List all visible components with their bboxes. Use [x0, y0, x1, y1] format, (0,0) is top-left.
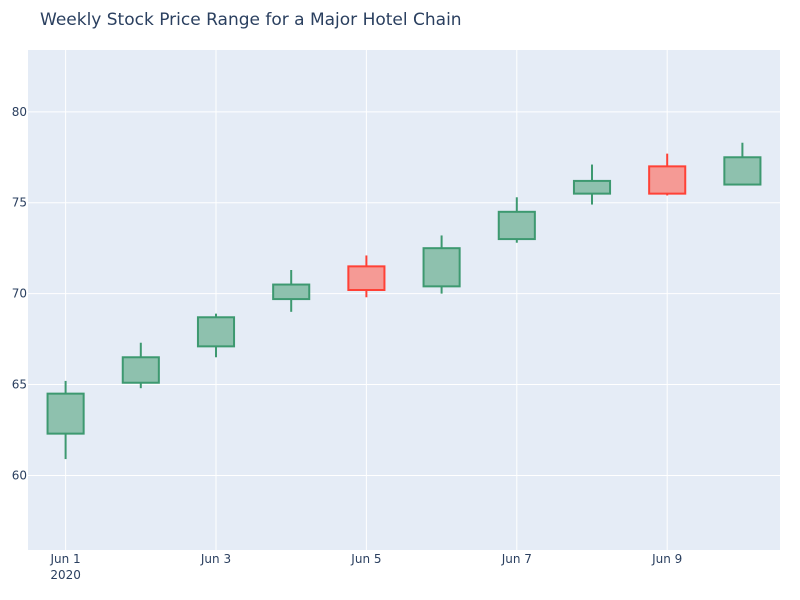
candle-body-increasing — [497, 210, 536, 241]
candle — [46, 380, 85, 460]
candle — [723, 142, 762, 186]
candle — [272, 270, 311, 312]
plot-area — [28, 50, 780, 550]
candle-body-decreasing — [648, 165, 687, 195]
x-tick-label: Jun 9 — [651, 552, 682, 566]
candle-body-decreasing — [347, 265, 386, 292]
candle — [196, 313, 236, 358]
candle — [347, 255, 386, 298]
y-tick-label: 60 — [12, 468, 27, 482]
y-tick-label: 80 — [12, 105, 27, 119]
candles — [46, 142, 762, 460]
candle-body-increasing — [723, 156, 762, 186]
candle-body-increasing — [46, 392, 85, 435]
x-tick-label: Jun 3 — [200, 552, 231, 566]
candle-body-increasing — [121, 356, 160, 384]
candle — [648, 153, 687, 196]
y-tick-label: 65 — [12, 378, 27, 392]
axes: 60 65 70 75 80 Jun 1 2020 Jun 3 Jun 5 Jun 7 Jun 9 — [12, 105, 683, 582]
x-tick-label: Jun 7 — [501, 552, 532, 566]
candle — [572, 164, 612, 205]
candle — [121, 342, 160, 389]
candle — [422, 235, 461, 294]
candle-body-increasing — [572, 179, 612, 195]
x-tick-label: Jun 1 — [49, 552, 80, 566]
candle-body-increasing — [422, 247, 461, 288]
grid — [28, 50, 780, 550]
y-tick-label: 70 — [12, 287, 27, 301]
x-tick-label: Jun 5 — [350, 552, 381, 566]
x-year-label: 2020 — [50, 568, 81, 582]
y-tick-label: 75 — [12, 196, 27, 210]
chart-title: Weekly Stock Price Range for a Major Hot… — [40, 10, 462, 30]
candle — [497, 197, 536, 243]
candle-body-increasing — [272, 283, 311, 301]
candle-body-increasing — [196, 316, 236, 348]
